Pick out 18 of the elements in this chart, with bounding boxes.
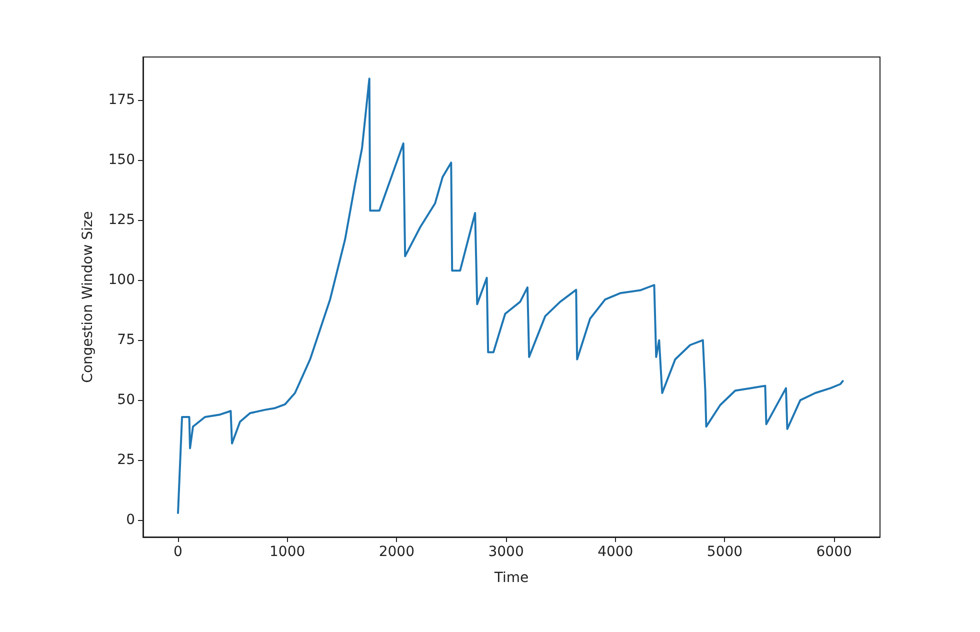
y-tick-label: 150 [108,152,135,168]
line-series [176,78,844,514]
y-tick-label: 0 [126,512,135,528]
y-tick-label: 175 [108,92,135,108]
y-tick-label: 50 [117,392,135,408]
y-tick-label: 25 [117,452,135,468]
x-tick-label: 6000 [816,544,852,560]
y-tick-label: 125 [108,212,135,228]
x-tick-label: 3000 [488,544,524,560]
y-axis-title: Congestion Window Size [80,211,96,383]
y-tick-label: 75 [117,332,135,348]
x-tick-label: 0 [174,544,182,560]
x-tick-label: 2000 [378,544,415,560]
x-axis-title: Time [493,570,529,586]
y-tick-label: 100 [108,272,135,288]
x-tick-label: 5000 [706,544,743,560]
x-tick-label: 4000 [598,544,634,560]
x-tick-label: 1000 [270,544,306,560]
